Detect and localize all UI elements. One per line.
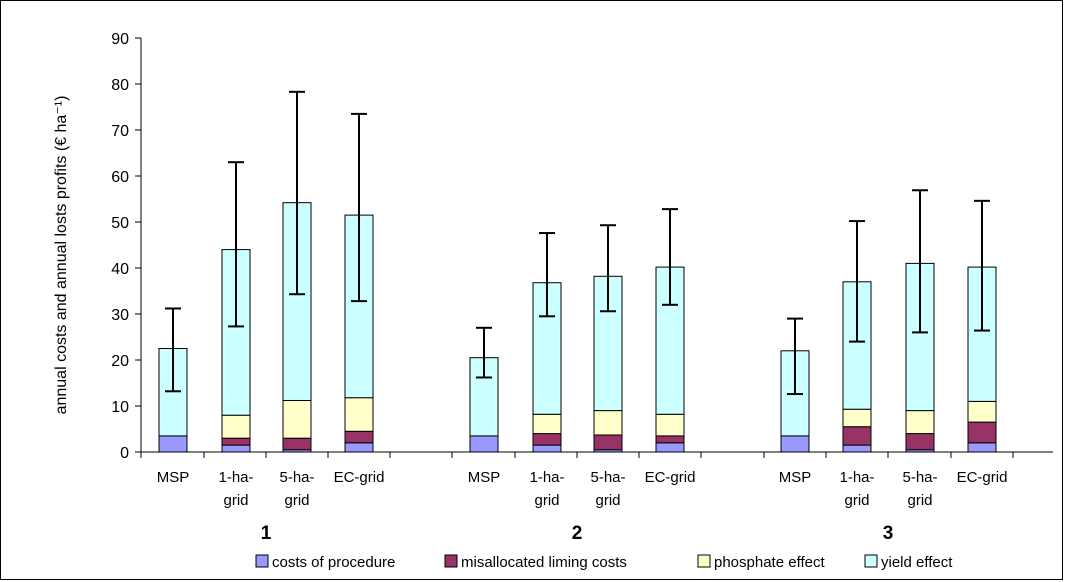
- x-tick-label: 1-ha-: [529, 469, 564, 486]
- y-tick-label: 0: [120, 445, 129, 462]
- bar-segment: [967, 421, 997, 444]
- y-tick-label: 30: [111, 307, 129, 324]
- x-tick-label: 1-ha-: [839, 469, 874, 486]
- bar-segment: [593, 434, 623, 451]
- bar-segment: [593, 410, 623, 436]
- x-tick-label: 5-ha-: [279, 469, 314, 486]
- x-tick-label: grid: [907, 492, 932, 509]
- bar-segment: [967, 400, 997, 423]
- y-tick-label: 90: [111, 31, 129, 48]
- x-tick-label: EC-grid: [645, 469, 696, 486]
- category-labels: MSP 1-ha-grid 5-ha-grid EC-grid 1 MSP 1-ha-gri…: [157, 469, 1008, 544]
- axes: 0 10 20 30 40 50 60 70 80 90: [111, 31, 1053, 462]
- y-axis-label: annual costs and annual losts profits (€…: [53, 96, 70, 415]
- bar-segment: [905, 410, 935, 435]
- bar-segment: [655, 442, 685, 453]
- error-bars: [165, 90, 990, 396]
- bar-segment: [842, 444, 872, 453]
- legend-label: costs of procedure: [272, 554, 395, 571]
- x-tick-label: MSP: [157, 469, 190, 486]
- bar-segment: [532, 433, 562, 446]
- bar-segment: [282, 399, 312, 439]
- legend-swatch: [697, 554, 711, 568]
- x-tick-label: grid: [284, 492, 309, 509]
- bar-segment: [842, 408, 872, 428]
- x-tick-label: 5-ha-: [590, 469, 625, 486]
- bar-segment: [905, 433, 935, 451]
- bar-segment: [532, 413, 562, 435]
- y-tick-label: 80: [111, 77, 129, 94]
- x-tick-label: EC-grid: [957, 469, 1008, 486]
- legend-swatch: [444, 554, 458, 568]
- bar-segment: [967, 442, 997, 453]
- y-tick-label: 50: [111, 215, 129, 232]
- x-tick-label: grid: [223, 492, 248, 509]
- bar-segment: [344, 397, 374, 432]
- bar-segment: [221, 444, 251, 453]
- legend-label: yield effect: [881, 554, 953, 571]
- group-label: 2: [572, 523, 583, 544]
- bar-segment: [282, 202, 312, 401]
- y-tick-label: 60: [111, 169, 129, 186]
- y-tick-label: 20: [111, 353, 129, 370]
- bar-segment: [532, 444, 562, 453]
- bar-segment: [344, 442, 374, 453]
- x-tick-label: EC-grid: [334, 469, 385, 486]
- x-tick-label: grid: [595, 492, 620, 509]
- bar-segment: [655, 413, 685, 437]
- bar-segment: [469, 435, 499, 453]
- bar-segment: [780, 435, 810, 453]
- legend: costs of procedure misallocated liming co…: [255, 554, 953, 571]
- bar-segment: [344, 430, 374, 444]
- bar-segment: [282, 437, 312, 451]
- legend-swatch: [255, 554, 269, 568]
- x-tick-label: grid: [534, 492, 559, 509]
- legend-label: misallocated liming costs: [461, 554, 627, 571]
- bar-segment: [221, 437, 251, 446]
- group-label: 1: [261, 523, 272, 544]
- y-tick-label: 10: [111, 399, 129, 416]
- bar-segment: [842, 426, 872, 446]
- bar-segment: [158, 435, 188, 453]
- x-tick-label: 5-ha-: [902, 469, 937, 486]
- x-tick-label: MSP: [468, 469, 501, 486]
- bars: [158, 202, 997, 453]
- group-label: 3: [883, 523, 894, 544]
- bar-segment: [221, 414, 251, 439]
- legend-label: phosphate effect: [714, 554, 825, 571]
- x-tick-label: 1-ha-: [218, 469, 253, 486]
- bar-segment: [655, 435, 685, 444]
- x-tick-label: MSP: [779, 469, 812, 486]
- y-tick-label: 40: [111, 261, 129, 278]
- legend-swatch: [864, 554, 878, 568]
- y-tick-label: 70: [111, 123, 129, 140]
- x-tick-label: grid: [844, 492, 869, 509]
